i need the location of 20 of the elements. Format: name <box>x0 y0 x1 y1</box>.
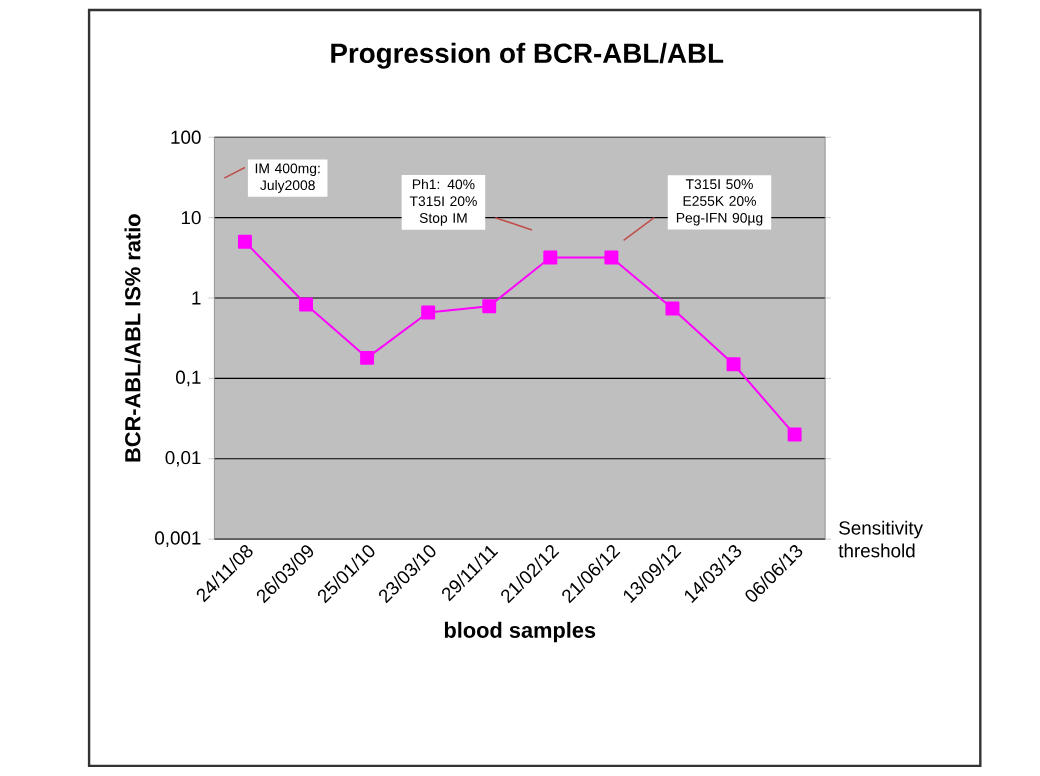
y-tick-label: 0,001 <box>155 531 201 547</box>
y-tick-label: 0,1 <box>176 370 201 387</box>
point <box>726 357 741 372</box>
point <box>543 250 558 265</box>
x-axis-title: blood samples <box>444 621 596 643</box>
chart-title: Progression of BCR-ABL/ABL <box>331 42 724 69</box>
y-tick-label: 100 <box>171 130 201 144</box>
y-tick-label: 10 <box>181 211 201 225</box>
y-tick-label: 1 <box>192 291 201 305</box>
point <box>360 350 375 365</box>
point <box>421 305 436 320</box>
point <box>482 299 497 314</box>
point <box>787 427 802 442</box>
text: Sensitivity threshold <box>838 520 923 558</box>
y-tick-label: 0,01 <box>165 451 201 467</box>
y-axis-title: BCR-ABL/ABL IS% ratio <box>124 214 141 462</box>
point <box>665 301 680 316</box>
point <box>299 297 313 312</box>
point <box>604 250 619 265</box>
point <box>237 234 252 249</box>
